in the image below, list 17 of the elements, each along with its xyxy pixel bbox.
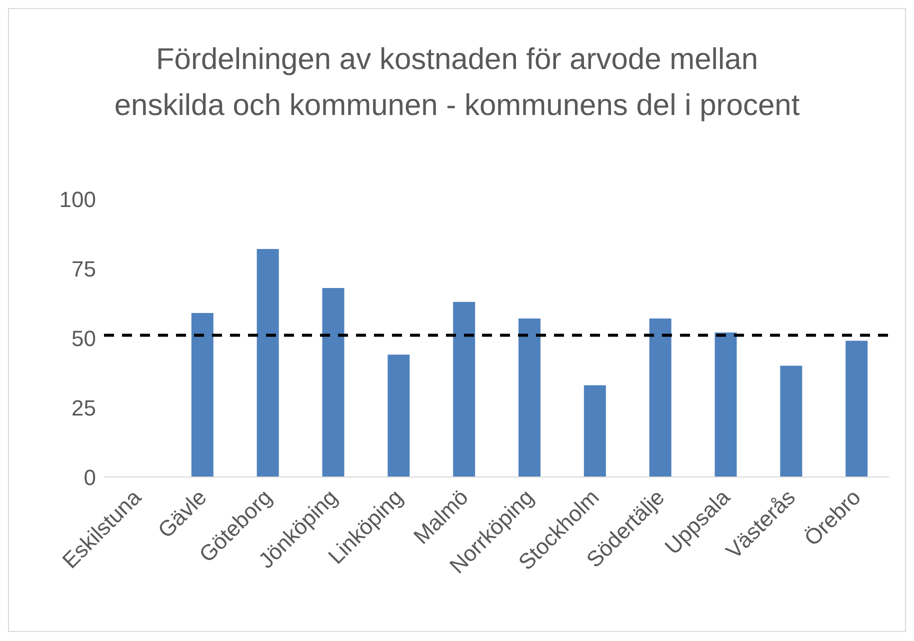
bar — [846, 340, 868, 477]
y-tick-label: 100 — [59, 186, 96, 212]
bar — [256, 249, 279, 477]
chart-title: Fördelningen av kostnaden för arvode mellan enskilda och kommunen - kommunens del i procent — [113, 42, 801, 124]
bar — [714, 332, 737, 477]
bar — [780, 366, 802, 477]
y-tick-label: 25 — [72, 395, 96, 420]
bar — [191, 312, 214, 477]
bar — [453, 302, 476, 477]
bar — [518, 318, 540, 477]
y-tick-label: 75 — [72, 256, 96, 282]
bar — [322, 288, 344, 477]
y-tick-label: 50 — [72, 326, 96, 351]
bar — [584, 385, 606, 477]
bar — [649, 318, 672, 477]
y-tick-label: 0 — [84, 464, 96, 490]
bar — [388, 354, 410, 477]
